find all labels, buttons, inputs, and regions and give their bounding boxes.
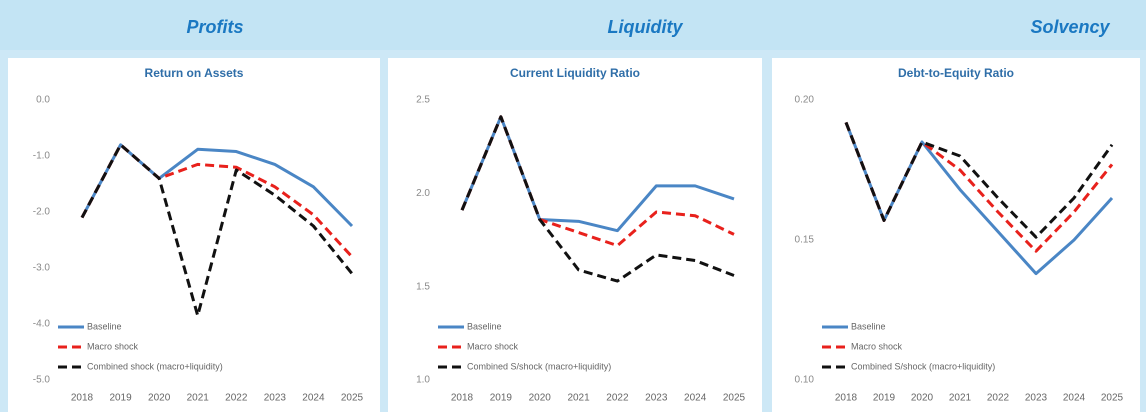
x-tick-label: 2018: [71, 393, 94, 404]
legend-label: Baseline: [467, 321, 502, 331]
y-tick-label: 0.20: [795, 95, 815, 106]
x-tick-label: 2018: [451, 393, 474, 404]
legend-label: Macro shock: [851, 341, 903, 351]
x-tick-label: 2021: [949, 393, 972, 404]
chart-title: Current Liquidity Ratio: [510, 66, 640, 80]
x-tick-label: 2023: [645, 393, 668, 404]
panel: [8, 58, 380, 412]
series-line: [844, 121, 1114, 239]
x-tick-label: 2021: [567, 393, 590, 404]
x-tick-label: 2024: [684, 393, 707, 404]
legend-label: Macro shock: [87, 341, 139, 351]
x-tick-label: 2022: [606, 393, 629, 404]
y-tick-label: 0.15: [795, 235, 815, 246]
x-tick-label: 2024: [302, 393, 325, 404]
x-tick-label: 2022: [225, 393, 248, 404]
y-tick-label: -3.0: [33, 263, 51, 274]
header-band: [0, 0, 1146, 50]
y-tick-label: 1.5: [416, 281, 430, 292]
x-tick-label: 2021: [187, 393, 210, 404]
y-tick-label: -4.0: [33, 319, 51, 330]
y-tick-label: -2.0: [33, 207, 51, 218]
x-tick-label: 2018: [835, 393, 858, 404]
x-tick-label: 2019: [490, 393, 513, 404]
panel: [772, 58, 1140, 412]
x-tick-label: 2024: [1063, 393, 1086, 404]
y-tick-label: 2.5: [416, 95, 430, 106]
x-tick-label: 2020: [911, 393, 934, 404]
legend-label: Baseline: [851, 321, 886, 331]
section-heading: Profits: [186, 17, 243, 37]
legend-label: Macro shock: [467, 341, 519, 351]
x-tick-label: 2022: [987, 393, 1010, 404]
legend-label: Combined shock (macro+liquidity): [87, 361, 223, 371]
legend-label: Baseline: [87, 321, 122, 331]
x-tick-label: 2020: [148, 393, 171, 404]
section-heading: Liquidity: [608, 17, 684, 37]
x-tick-label: 2023: [264, 393, 287, 404]
y-tick-label: -5.0: [33, 375, 51, 386]
y-tick-label: 0.0: [36, 95, 50, 106]
chart-title: Debt-to-Equity Ratio: [898, 66, 1014, 80]
legend-label: Combined S/shock (macro+liquidity): [467, 361, 611, 371]
y-tick-label: 1.0: [416, 375, 430, 386]
x-tick-label: 2025: [723, 393, 746, 404]
x-tick-label: 2019: [109, 393, 132, 404]
y-tick-label: 0.10: [795, 375, 815, 386]
x-tick-label: 2023: [1025, 393, 1048, 404]
series-line: [80, 143, 354, 318]
y-tick-label: -1.0: [33, 151, 51, 162]
series-line: [460, 115, 735, 283]
section-heading: Solvency: [1030, 17, 1110, 37]
y-tick-label: 2.0: [416, 188, 430, 199]
x-tick-label: 2025: [341, 393, 364, 404]
legend-label: Combined S/shock (macro+liquidity): [851, 361, 995, 371]
panel: [388, 58, 762, 412]
x-tick-label: 2020: [529, 393, 552, 404]
chart-title: Return on Assets: [145, 66, 244, 80]
x-tick-label: 2019: [873, 393, 896, 404]
x-tick-label: 2025: [1101, 393, 1124, 404]
